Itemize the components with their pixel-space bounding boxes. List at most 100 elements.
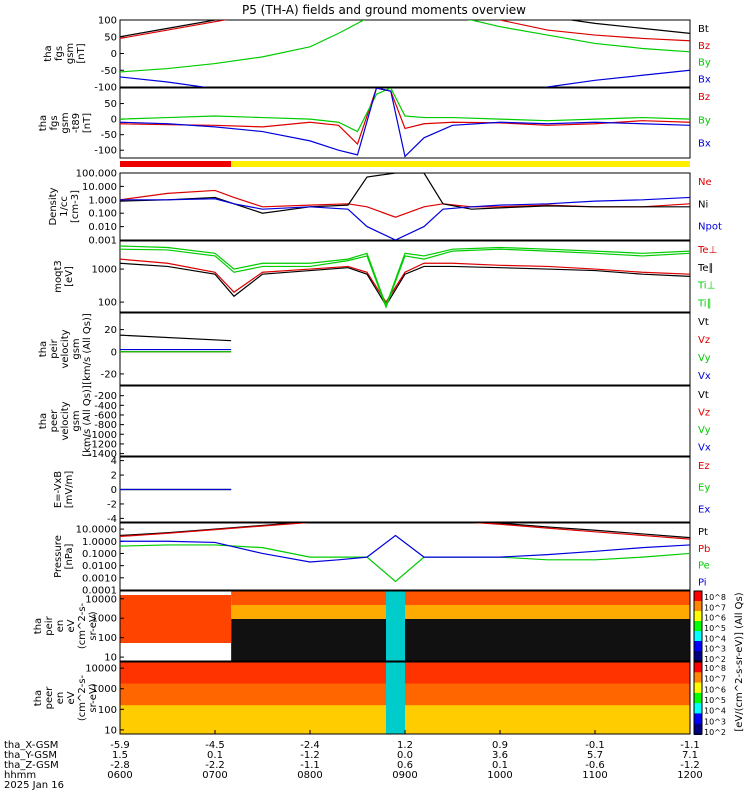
ephemeris-value: 0.1 [492, 760, 508, 771]
y-tick-label: 0.1000 [82, 549, 117, 560]
series-line-Ni [120, 173, 690, 214]
panel-frame [119, 240, 691, 313]
legend-Vt: Vt [698, 317, 709, 328]
y-axis-label: tha [38, 413, 49, 429]
spectrogram-1 [120, 591, 690, 661]
legend-Vy: Vy [698, 425, 711, 436]
series-group [120, 523, 690, 583]
colorbar-tick-label: 10^7 [704, 603, 726, 612]
ephemeris-value: 0700 [202, 770, 227, 781]
legend-Bz: Bz [698, 92, 710, 103]
panel-9: 10000 1000 100 10 tha peir en eV (cm^2-s-sr-eV) [33, 590, 691, 664]
ephemeris-value: -1.1 [300, 760, 320, 771]
y-tick-label: 0 [111, 115, 117, 126]
y-axis-label: gsm [65, 43, 76, 64]
colorbar-segment [694, 692, 702, 705]
ephemeris-value: 5.7 [587, 750, 603, 761]
colorbar-tick-label: 10^6 [704, 685, 726, 694]
y-tick-label: 50 [104, 32, 117, 43]
series-line-Npot [120, 196, 690, 240]
y-axis-label: [nPa] [64, 543, 75, 569]
ephemeris-value: 1100 [582, 770, 607, 781]
y-axis-label: eV [66, 619, 77, 632]
y-axis-label: [cm-3] [70, 190, 81, 223]
ephemeris-value: -0.6 [585, 760, 605, 771]
ephemeris-value: 1.5 [112, 750, 128, 761]
y-tick-label: -200 [94, 391, 117, 402]
colorbar-tick-label: 10^7 [704, 675, 726, 684]
y-tick-label: 10 [104, 725, 117, 736]
panel-frame [119, 522, 691, 591]
colorbar-segment [694, 651, 702, 662]
y-tick-label: 10 [104, 653, 117, 664]
y-axis-label: peer [44, 686, 55, 710]
legend-Pb: Pb [698, 544, 710, 555]
y-tick-label: -400 [94, 401, 117, 412]
y-tick-label: 0.001 [88, 236, 117, 247]
y-axis-label: velocity [60, 401, 71, 440]
panel-10: 10000 1000 100 10 tha peer en eV (cm^2-s-sr-eV) [33, 661, 691, 736]
colorbar-segment [694, 723, 702, 735]
y-axis-label: Density [48, 187, 59, 225]
y-tick-label: -100 [94, 83, 117, 94]
ephemeris-value: -1.2 [680, 760, 700, 771]
series-line-Ti∥ [120, 248, 690, 309]
legend-Te⊥: Te⊥ [697, 245, 717, 256]
legend-Te∥: Te∥ [697, 263, 714, 274]
ephemeris-value: 0600 [107, 770, 132, 781]
colorbar-segment [694, 641, 702, 652]
panel-2: 50 0 -50 -100 tha fgs gsm -t89 [nT] Bz By Bx [38, 87, 711, 159]
colorbar-segment [694, 713, 702, 725]
y-tick-label: 0.0001 [82, 586, 117, 597]
mode-bar-fast [231, 161, 690, 167]
ephemeris-value: 0.9 [492, 740, 508, 751]
y-tick-label: 1000 [92, 684, 117, 695]
figure-title: P5 (TH-A) fields and ground moments over… [242, 3, 526, 17]
y-tick-label: 100 [98, 633, 117, 644]
y-tick-label: -1200 [88, 439, 117, 450]
legend-Vt: Vt [698, 390, 709, 401]
colorbar-tick-label: 10^4 [704, 707, 726, 716]
y-axis-label: peir [44, 615, 55, 635]
series-group [120, 88, 690, 158]
y-tick-label: 10.000 [82, 182, 117, 193]
y-axis-label: E=-VxB [53, 471, 64, 508]
legend-Ti∥: Ti∥ [697, 298, 712, 309]
legend-Ey: Ey [698, 483, 710, 494]
y-axis-label: en [55, 692, 66, 705]
y-tick-label: 4 [111, 456, 117, 467]
ephemeris-value: -1.1 [680, 740, 700, 751]
y-tick-label: 0.010 [88, 222, 117, 233]
y-axis-label: peer [49, 409, 60, 433]
colorbar-label: [eV/(cm^2-s-sr-eV)] (All Qs) [734, 592, 745, 731]
series-line-By [120, 20, 690, 73]
y-axis-label: velocity [60, 329, 71, 368]
ephemeris-value: -4.5 [205, 740, 225, 751]
colorbar-tick-label: 10^5 [704, 624, 726, 633]
date-label: 2025 Jan 16 [4, 780, 64, 791]
ephemeris-value: 0.0 [397, 750, 413, 761]
spectrogram-feature [386, 591, 405, 661]
colorbar-frame [693, 590, 703, 662]
y-axis-label: fgs [54, 46, 65, 61]
series-line-Bt [120, 20, 690, 38]
y-tick-label: -1400 [88, 449, 117, 460]
legend-Pi: Pi [698, 577, 707, 588]
panel-frame [119, 385, 691, 457]
colorbar-segment [694, 662, 702, 674]
legend-Vx: Vx [698, 443, 711, 454]
ephemeris-label: hhmm [4, 770, 36, 781]
series-line-Bz [120, 20, 690, 42]
y-tick-label: 1.000 [88, 195, 117, 206]
y-axis-label: sr-eV) [88, 683, 99, 712]
y-axis-label: tha [38, 341, 49, 357]
y-tick-label: 100 [98, 298, 117, 309]
ephemeris-value: -2.8 [110, 760, 130, 771]
ephemeris-value: 1.2 [397, 740, 413, 751]
ephemeris-value: -5.9 [110, 740, 130, 751]
legend-Ni: Ni [698, 199, 708, 210]
spectrogram-2 [120, 662, 690, 734]
y-tick-label: 0.100 [88, 209, 117, 220]
y-tick-label: 10000 [85, 594, 117, 605]
